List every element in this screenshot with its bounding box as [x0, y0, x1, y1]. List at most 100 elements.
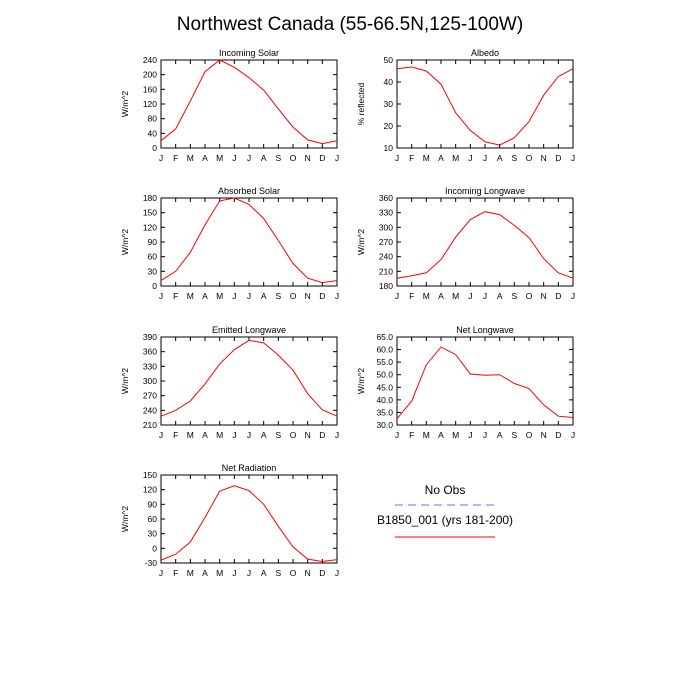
x-tick-label: N: [305, 568, 311, 578]
series-line-incoming-solar: [160, 59, 338, 145]
x-tick-label: J: [468, 153, 472, 163]
x-tick-label: F: [173, 153, 178, 163]
y-tick-label: 20: [384, 121, 394, 131]
y-tick-label: 45.0: [376, 382, 393, 392]
x-tick-label: A: [202, 430, 208, 440]
x-tick-label: J: [468, 430, 472, 440]
y-tick-label: 35.0: [376, 407, 393, 417]
y-tick-label: 60: [148, 252, 158, 262]
x-tick-label: J: [232, 153, 236, 163]
x-tick-label: J: [232, 430, 236, 440]
x-tick-label: J: [468, 291, 472, 301]
y-tick-label: 210: [379, 266, 393, 276]
x-tick-label: A: [497, 153, 503, 163]
y-tick-label: 200: [143, 70, 157, 80]
x-tick-label: J: [571, 153, 575, 163]
y-axis-label: W/m^2: [120, 229, 130, 255]
x-tick-label: J: [159, 568, 163, 578]
x-tick-label: J: [571, 430, 575, 440]
panel-title: Net Radiation: [222, 463, 277, 473]
x-tick-label: A: [261, 153, 267, 163]
x-tick-label: M: [423, 291, 430, 301]
y-tick-label: 40: [384, 77, 394, 87]
series-line-absorbed-solar: [160, 197, 338, 284]
y-tick-label: 30: [384, 99, 394, 109]
series-line-incoming-longwave: [396, 211, 574, 279]
x-tick-label: J: [335, 568, 339, 578]
x-tick-label: D: [319, 568, 325, 578]
x-tick-label: D: [319, 291, 325, 301]
x-tick-label: M: [452, 430, 459, 440]
y-tick-label: 240: [379, 252, 393, 262]
x-tick-label: J: [159, 430, 163, 440]
y-axis-label: W/m^2: [356, 229, 366, 255]
y-axis-label: W/m^2: [356, 368, 366, 394]
panel-title: Incoming Solar: [219, 48, 279, 58]
y-tick-label: -30: [145, 558, 158, 568]
x-tick-label: J: [395, 153, 399, 163]
x-tick-label: D: [555, 153, 561, 163]
panel-title: Net Longwave: [456, 325, 514, 335]
y-tick-label: 50: [384, 55, 394, 65]
x-tick-label: S: [511, 430, 517, 440]
x-tick-label: M: [216, 568, 223, 578]
x-tick-label: O: [290, 291, 297, 301]
x-tick-label: M: [187, 430, 194, 440]
x-tick-label: J: [571, 291, 575, 301]
y-tick-label: 160: [143, 84, 157, 94]
x-tick-label: J: [483, 153, 487, 163]
y-axis-label: % reflected: [356, 82, 366, 125]
y-tick-label: 120: [143, 99, 157, 109]
legend: No Obs B1850_001 (yrs 181-200): [377, 483, 513, 538]
x-tick-label: M: [423, 153, 430, 163]
series-line-emitted-longwave: [160, 339, 338, 417]
x-tick-label: S: [511, 153, 517, 163]
series-line-albedo: [396, 66, 574, 146]
y-tick-label: 390: [143, 332, 157, 342]
legend-obs-label: No Obs: [425, 483, 466, 497]
x-tick-label: M: [216, 153, 223, 163]
x-tick-label: D: [319, 153, 325, 163]
y-tick-label: 10: [384, 143, 394, 153]
x-tick-label: N: [305, 153, 311, 163]
plot-frame: [160, 474, 338, 564]
y-tick-label: 40: [148, 128, 158, 138]
x-tick-label: S: [275, 153, 281, 163]
y-tick-label: 240: [143, 405, 157, 415]
y-tick-label: 80: [148, 114, 158, 124]
y-tick-label: 300: [143, 376, 157, 386]
x-tick-label: J: [335, 153, 339, 163]
x-tick-label: O: [526, 291, 533, 301]
x-tick-label: S: [275, 291, 281, 301]
y-tick-label: 180: [379, 281, 393, 291]
panel-title: Absorbed Solar: [218, 186, 280, 196]
x-tick-label: A: [261, 430, 267, 440]
y-tick-label: 150: [143, 470, 157, 480]
x-tick-label: A: [261, 568, 267, 578]
x-tick-label: J: [395, 430, 399, 440]
x-tick-label: M: [187, 291, 194, 301]
x-tick-label: O: [290, 568, 297, 578]
y-tick-label: 60: [148, 514, 158, 524]
panel-title: Emitted Longwave: [212, 325, 286, 335]
y-tick-label: 65.0: [376, 332, 393, 342]
x-tick-label: F: [409, 291, 414, 301]
x-tick-label: A: [497, 430, 503, 440]
x-tick-label: O: [526, 430, 533, 440]
plot-frame: [160, 59, 338, 149]
y-tick-label: 90: [148, 499, 158, 509]
y-tick-label: 270: [143, 391, 157, 401]
x-tick-label: A: [438, 291, 444, 301]
x-tick-label: A: [497, 291, 503, 301]
x-tick-label: N: [541, 291, 547, 301]
x-tick-label: F: [409, 153, 414, 163]
y-tick-label: 180: [143, 193, 157, 203]
series-line-net-radiation: [160, 485, 338, 563]
